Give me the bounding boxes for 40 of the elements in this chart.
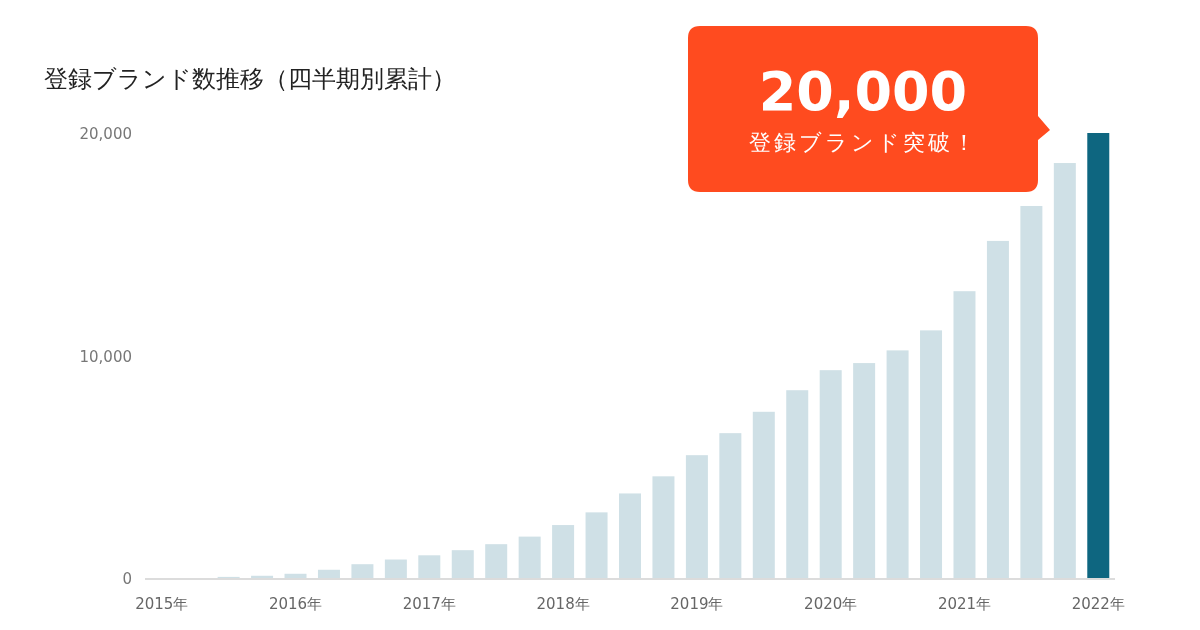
bar [552,525,575,578]
callout: 20,000 登録ブランド突破！ [688,26,1050,192]
bar [719,433,742,578]
chart-title: 登録ブランド数推移（四半期別累計） [44,65,456,93]
bar [1053,163,1076,578]
x-tick-label: 2018年 [536,595,590,613]
bar [986,240,1009,578]
bar [786,390,809,578]
x-tick-label: 2019年 [670,595,724,613]
bar [351,564,374,578]
x-tick-label: 2017年 [402,595,456,613]
bar [418,555,441,578]
bar [518,536,541,578]
bar [652,476,675,578]
bar [585,512,608,578]
bar [451,550,474,578]
bar [886,350,909,578]
bar [485,544,508,578]
x-tick-label: 2022年 [1071,595,1125,613]
bar [1087,133,1110,578]
bar [251,575,274,578]
x-tick-label: 2021年 [937,595,992,613]
annotation: 登録ブランド突破！ [748,130,978,155]
bar [384,559,407,578]
bar [920,330,943,578]
x-tick-label: 2020年 [804,595,858,613]
bar [317,569,340,578]
bar [752,411,775,578]
bar [953,291,976,578]
bar [853,363,876,578]
y-tick-label: 10,000 [79,347,132,366]
y-tick-label: 0 [122,570,132,588]
bar [685,455,708,578]
bar [284,573,307,578]
bar [819,370,842,578]
x-tick-label: 2016年 [268,595,323,613]
bar [619,493,641,578]
y-tick-label: 20,000 [79,125,132,143]
bar [1020,205,1043,578]
x-tick-label: 2015年 [135,595,189,613]
